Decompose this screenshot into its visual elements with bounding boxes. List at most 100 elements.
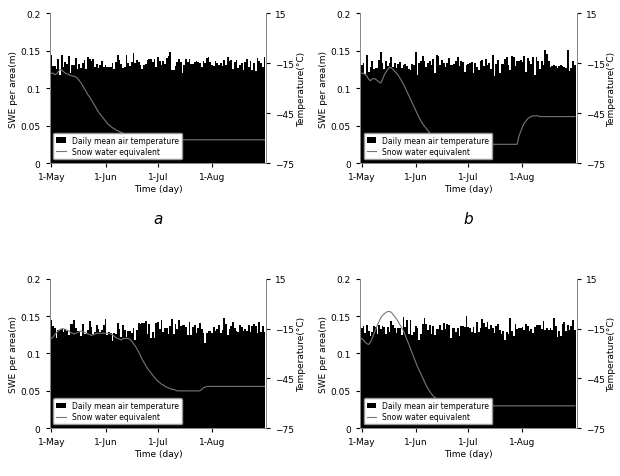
Bar [530,330,532,428]
Bar [117,323,118,428]
Bar [194,326,195,428]
Bar [105,66,107,164]
Bar [133,54,135,164]
Bar [569,330,570,428]
Bar [237,69,239,164]
Bar [188,322,190,428]
Bar [159,330,161,428]
Bar [96,65,98,164]
Bar [136,61,138,164]
Bar [84,61,86,164]
Bar [136,330,138,428]
Bar [558,331,560,428]
Bar [569,71,570,164]
Bar [376,69,378,164]
Bar [478,332,480,428]
Bar [148,60,150,164]
Bar [227,58,229,164]
Bar [246,331,248,428]
Bar [86,335,87,428]
Bar [366,326,368,428]
Bar [410,71,412,164]
Bar [509,71,511,164]
Bar [521,63,523,164]
Bar [229,62,231,164]
X-axis label: Time (day): Time (day) [134,184,182,193]
Bar [105,319,107,428]
Bar [549,68,551,164]
Bar [203,333,204,428]
Bar [461,61,462,164]
Bar [450,338,451,428]
Bar [382,64,384,164]
Bar [131,333,133,428]
Bar [518,62,520,164]
Bar [481,60,483,164]
Bar [476,68,478,164]
Bar [180,327,182,428]
Bar [525,73,527,164]
Bar [98,69,99,164]
Bar [432,326,434,428]
Bar [363,327,365,428]
Bar [422,57,423,164]
Bar [438,329,440,428]
Bar [138,324,140,428]
Bar [115,63,117,164]
Bar [412,336,413,428]
Bar [156,68,157,164]
Bar [553,319,555,428]
Bar [176,329,178,428]
Bar [448,325,450,428]
Bar [152,332,154,428]
Bar [412,65,413,164]
Bar [380,329,382,428]
Bar [534,327,536,428]
Bar [248,69,250,164]
Bar [523,331,525,428]
Bar [562,67,564,164]
Bar [560,65,562,164]
Bar [443,64,445,164]
Bar [445,68,446,164]
Bar [532,334,534,428]
Bar [255,72,257,164]
Bar [434,336,436,428]
Bar [502,331,504,428]
Bar [469,64,471,164]
Bar [60,76,61,164]
Bar [429,325,431,428]
Bar [457,58,459,164]
Bar [61,329,63,428]
Bar [89,60,91,164]
Bar [135,340,136,428]
Bar [92,334,94,428]
Bar [236,60,237,164]
Bar [389,332,391,428]
Bar [432,60,434,164]
Bar [101,61,103,164]
Y-axis label: SWE per area(m): SWE per area(m) [319,315,328,392]
Bar [145,321,146,428]
Bar [438,57,440,164]
Bar [203,62,204,164]
Bar [208,58,210,164]
Bar [199,323,201,428]
Bar [490,325,492,428]
Legend: Daily mean air temperature, Snow water equivalent: Daily mean air temperature, Snow water e… [364,398,492,425]
Bar [206,334,208,428]
Bar [169,53,171,164]
Bar [391,321,392,428]
Bar [169,327,171,428]
Bar [229,329,231,428]
Bar [485,60,487,164]
Bar [515,325,516,428]
Bar [502,64,504,164]
X-axis label: Time (day): Time (day) [444,184,492,193]
Bar [527,326,528,428]
Bar [363,64,365,164]
Bar [141,323,143,428]
Bar [466,317,467,428]
Bar [157,58,159,164]
Bar [71,325,73,428]
